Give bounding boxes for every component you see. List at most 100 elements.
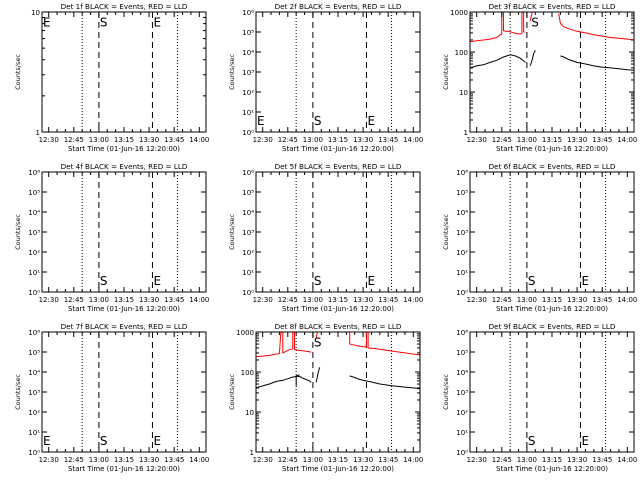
x-tick-label: 13:00 — [303, 296, 323, 304]
event-marker-s: S — [528, 274, 536, 288]
event-marker-e: E — [153, 434, 161, 448]
event-marker-e: E — [43, 16, 51, 30]
y-tick-label: 10³ — [28, 389, 40, 397]
x-tick-label: 12:30 — [467, 456, 487, 464]
x-tick-label: 13:15 — [542, 296, 562, 304]
series-line-lld — [558, 13, 634, 41]
x-tick-label: 12:30 — [39, 136, 59, 144]
panel-title: Det 1f BLACK = Events, RED = LLD — [61, 2, 188, 11]
y-tick-label: 10 — [245, 409, 254, 417]
series-line-lld — [315, 332, 318, 339]
x-tick-label: 13:30 — [139, 456, 159, 464]
x-tick-label: 13:45 — [592, 456, 612, 464]
y-axis-label: Counts/sec — [14, 214, 22, 250]
y-axis-label: Counts/sec — [14, 54, 22, 90]
y-tick-label: 10⁴ — [242, 49, 254, 57]
panel-title: Det 3f BLACK = Events, RED = LLD — [489, 2, 616, 11]
event-marker-e: E — [153, 274, 161, 288]
x-axis-label: Start Time (01-Jun-16 12:20:00) — [282, 145, 394, 153]
y-axis-label: Counts/sec — [442, 54, 450, 90]
event-marker-s: S — [528, 434, 536, 448]
x-tick-label: 12:30 — [39, 296, 59, 304]
x-tick-label: 13:00 — [517, 456, 537, 464]
detector-panel-1: Det 1f BLACK = Events, RED = LLD 1 10 12:30… — [14, 2, 209, 153]
x-tick-label: 13:45 — [378, 296, 398, 304]
y-tick-label: 10¹ — [456, 429, 468, 437]
x-tick-label: 12:45 — [278, 456, 298, 464]
series-line-events — [529, 50, 536, 67]
y-tick-label: 1000 — [236, 329, 254, 337]
y-axis-label: Counts/sec — [228, 54, 236, 90]
y-tick-label: 10⁴ — [242, 209, 254, 217]
y-tick-label: 10³ — [456, 389, 468, 397]
x-tick-label: 12:45 — [64, 296, 84, 304]
y-tick-label: 10³ — [456, 229, 468, 237]
x-tick-label: 12:30 — [467, 136, 487, 144]
x-tick-label: 13:30 — [567, 296, 587, 304]
y-tick-label: 10⁰ — [242, 129, 254, 137]
x-tick-label: 13:15 — [114, 456, 134, 464]
event-marker-e: E — [581, 434, 589, 448]
x-axis-label: Start Time (01-Jun-16 12:20:00) — [68, 145, 180, 153]
x-tick-label: 14:00 — [403, 296, 423, 304]
x-axis-label: Start Time (01-Jun-16 12:20:00) — [68, 465, 180, 473]
series-line-events — [470, 54, 526, 69]
series-line-events — [315, 367, 321, 383]
event-marker-e: E — [581, 274, 589, 288]
x-tick-label: 12:45 — [64, 456, 84, 464]
y-tick-label: 10⁰ — [28, 449, 40, 457]
x-tick-label: 14:00 — [189, 136, 209, 144]
x-tick-label: 13:00 — [89, 456, 109, 464]
y-tick-label: 10³ — [242, 69, 254, 77]
y-tick-label: 10⁵ — [456, 189, 468, 197]
y-tick-label: 1 — [36, 129, 40, 137]
x-tick-label: 13:45 — [378, 456, 398, 464]
y-tick-label: 10⁴ — [28, 209, 40, 217]
x-tick-label: 12:45 — [278, 296, 298, 304]
x-tick-label: 12:45 — [278, 136, 298, 144]
panel-title: Det 5f BLACK = Events, RED = LLD — [275, 162, 402, 171]
x-tick-label: 12:45 — [492, 456, 512, 464]
event-marker-e: E — [153, 16, 161, 30]
x-tick-label: 13:30 — [353, 456, 373, 464]
detector-panel-6: Det 6f BLACK = Events, RED = LLD 10⁰ 10¹ 10… — [442, 162, 637, 313]
x-tick-label: 13:00 — [303, 456, 323, 464]
detector-panel-2: Det 2f BLACK = Events, RED = LLD 10⁰ 10¹ 10… — [228, 2, 423, 153]
y-tick-label: 10⁶ — [242, 169, 254, 177]
y-tick-label: 10⁴ — [456, 369, 468, 377]
x-tick-label: 13:00 — [517, 136, 537, 144]
x-tick-label: 13:30 — [567, 136, 587, 144]
series-line-lld — [529, 12, 534, 22]
event-marker-s: S — [100, 434, 108, 448]
x-tick-label: 13:30 — [567, 456, 587, 464]
x-axis-label: Start Time (01-Jun-16 12:20:00) — [496, 305, 608, 313]
series-group — [470, 12, 634, 71]
x-tick-label: 14:00 — [403, 456, 423, 464]
x-tick-label: 13:00 — [89, 296, 109, 304]
event-marker-s: S — [314, 336, 322, 350]
y-tick-label: 10 — [31, 9, 40, 17]
series-line-lld — [256, 332, 312, 358]
series-line-events — [349, 375, 420, 390]
event-marker-e: E — [367, 274, 375, 288]
panel-title: Det 7f BLACK = Events, RED = LLD — [61, 322, 188, 331]
panel-title: Det 2f BLACK = Events, RED = LLD — [275, 2, 402, 11]
x-tick-label: 14:00 — [189, 456, 209, 464]
y-tick-label: 10⁰ — [28, 289, 40, 297]
y-tick-label: 10¹ — [242, 109, 254, 117]
y-tick-label: 10² — [242, 89, 254, 97]
x-tick-label: 14:00 — [617, 296, 637, 304]
x-tick-label: 13:30 — [139, 296, 159, 304]
x-axis-label: Start Time (01-Jun-16 12:20:00) — [496, 465, 608, 473]
y-tick-label: 10⁵ — [456, 349, 468, 357]
x-tick-label: 13:15 — [328, 136, 348, 144]
y-tick-label: 10² — [456, 249, 468, 257]
x-tick-label: 13:30 — [353, 296, 373, 304]
x-tick-label: 14:00 — [617, 456, 637, 464]
event-marker-s: S — [314, 274, 322, 288]
x-tick-label: 12:45 — [492, 296, 512, 304]
y-tick-label: 10⁰ — [242, 289, 254, 297]
event-marker-e: E — [43, 434, 51, 448]
y-tick-label: 1 — [250, 449, 254, 457]
